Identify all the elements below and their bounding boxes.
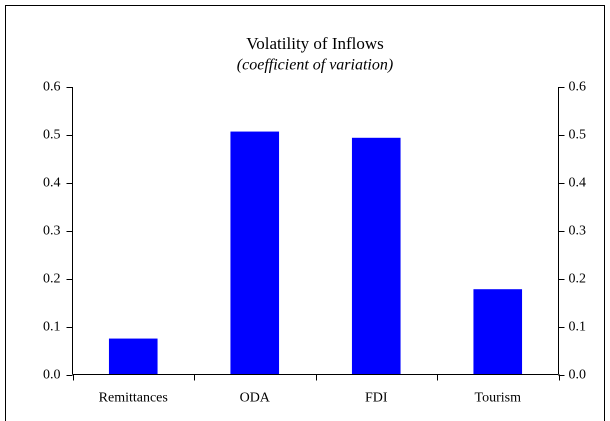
chart-frame	[5, 5, 605, 421]
bar	[108, 338, 158, 375]
x-tick-label: Tourism	[475, 391, 522, 406]
y-tick-label: 0.4	[43, 176, 61, 191]
y2-tick-label: 0.5	[569, 128, 587, 143]
bar	[473, 289, 523, 375]
chart-title: Volatility of Inflows	[246, 34, 384, 53]
x-tick-label: FDI	[365, 391, 388, 406]
chart-subtitle: (coefficient of variation)	[237, 57, 393, 74]
y2-tick-label: 0.1	[569, 320, 587, 335]
y-tick-label: 0.3	[43, 224, 61, 239]
y2-tick-label: 0.6	[569, 80, 587, 95]
y-tick-label: 0.5	[43, 128, 61, 143]
y2-tick-label: 0.4	[569, 176, 587, 191]
y2-tick-label: 0.0	[569, 368, 587, 383]
bar	[351, 137, 401, 375]
x-tick-label: ODA	[240, 391, 271, 406]
y-tick-label: 0.2	[43, 272, 61, 287]
y2-tick-label: 0.3	[569, 224, 587, 239]
y2-tick-label: 0.2	[569, 272, 587, 287]
y-tick-label: 0.0	[43, 368, 61, 383]
x-tick-label: Remittances	[99, 391, 168, 406]
y-tick-label: 0.6	[43, 80, 61, 95]
y-tick-label: 0.1	[43, 320, 61, 335]
bar	[230, 131, 280, 375]
